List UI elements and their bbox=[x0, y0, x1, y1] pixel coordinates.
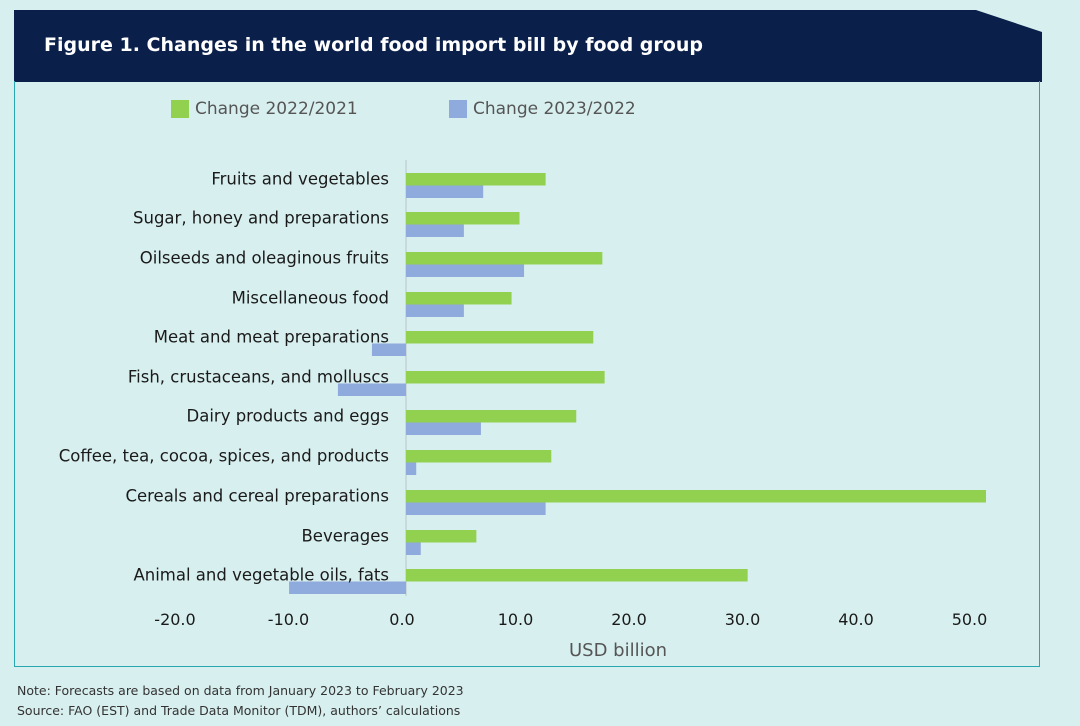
category-label-9: Beverages bbox=[301, 527, 389, 546]
category-label-4: Meat and meat preparations bbox=[154, 328, 389, 347]
bar-series-2-9 bbox=[406, 542, 421, 555]
category-label-2: Oilseeds and oleaginous fruits bbox=[140, 249, 389, 268]
bar-series-1-4 bbox=[406, 331, 594, 344]
x-tick-label-6: 40.0 bbox=[838, 610, 874, 629]
bar-series-2-7 bbox=[406, 462, 417, 475]
x-tick-label-1: -10.0 bbox=[268, 610, 309, 629]
bar-series-2-6 bbox=[406, 422, 481, 435]
legend-label-series-2: Change 2023/2022 bbox=[473, 99, 636, 119]
x-tick-label-5: 30.0 bbox=[725, 610, 761, 629]
category-label-7: Coffee, tea, cocoa, spices, and products bbox=[59, 447, 389, 466]
legend-swatch-series-1 bbox=[171, 100, 189, 118]
bar-series-1-8 bbox=[406, 490, 986, 503]
figure-title: Figure 1. Changes in the world food impo… bbox=[44, 34, 703, 56]
category-label-8: Cereals and cereal preparations bbox=[125, 487, 389, 506]
bar-series-1-2 bbox=[406, 252, 603, 265]
x-tick-label-4: 20.0 bbox=[611, 610, 647, 629]
x-tick-label-2: 0.0 bbox=[389, 610, 414, 629]
bar-series-1-0 bbox=[406, 173, 546, 186]
bar-series-2-4 bbox=[371, 343, 406, 356]
category-label-5: Fish, crustaceans, and molluscs bbox=[128, 368, 389, 387]
legend-label-series-1: Change 2022/2021 bbox=[195, 99, 358, 119]
bar-series-1-3 bbox=[406, 292, 512, 305]
source-text: Source: FAO (EST) and Trade Data Monitor… bbox=[17, 703, 461, 718]
bar-series-1-5 bbox=[406, 371, 605, 384]
bar-series-1-1 bbox=[406, 212, 520, 225]
category-label-3: Miscellaneous food bbox=[232, 289, 389, 308]
figure-header: Figure 1. Changes in the world food impo… bbox=[14, 10, 1042, 82]
legend-item-series-1: Change 2022/2021 bbox=[171, 99, 358, 119]
category-label-6: Dairy products and eggs bbox=[187, 407, 389, 426]
category-label-0: Fruits and vegetables bbox=[211, 170, 389, 189]
header-banner bbox=[14, 10, 1042, 82]
x-tick-label-7: 50.0 bbox=[952, 610, 988, 629]
legend-swatch-series-2 bbox=[449, 100, 467, 118]
bar-series-2-3 bbox=[406, 304, 464, 317]
bar-series-2-8 bbox=[406, 502, 546, 515]
bar-series-1-7 bbox=[406, 450, 552, 463]
bar-series-2-10 bbox=[289, 581, 406, 594]
bar-series-1-6 bbox=[406, 410, 577, 423]
x-tick-label-3: 10.0 bbox=[498, 610, 534, 629]
bar-series-2-2 bbox=[406, 264, 525, 277]
chart-frame bbox=[14, 81, 1040, 667]
bar-series-1-9 bbox=[406, 530, 477, 543]
legend-item-series-2: Change 2023/2022 bbox=[449, 99, 636, 119]
bar-series-2-5 bbox=[337, 383, 406, 396]
bar-series-2-1 bbox=[406, 224, 464, 237]
category-label-10: Animal and vegetable oils, fats bbox=[133, 566, 389, 585]
bar-series-1-10 bbox=[406, 569, 748, 582]
x-tick-label-0: -20.0 bbox=[154, 610, 195, 629]
note-text: Note: Forecasts are based on data from J… bbox=[17, 683, 464, 698]
chart-legend: Change 2022/2021 Change 2023/2022 bbox=[0, 99, 1080, 123]
bar-series-2-0 bbox=[406, 185, 484, 198]
x-axis-label: USD billion bbox=[569, 640, 667, 661]
category-label-1: Sugar, honey and preparations bbox=[133, 209, 389, 228]
